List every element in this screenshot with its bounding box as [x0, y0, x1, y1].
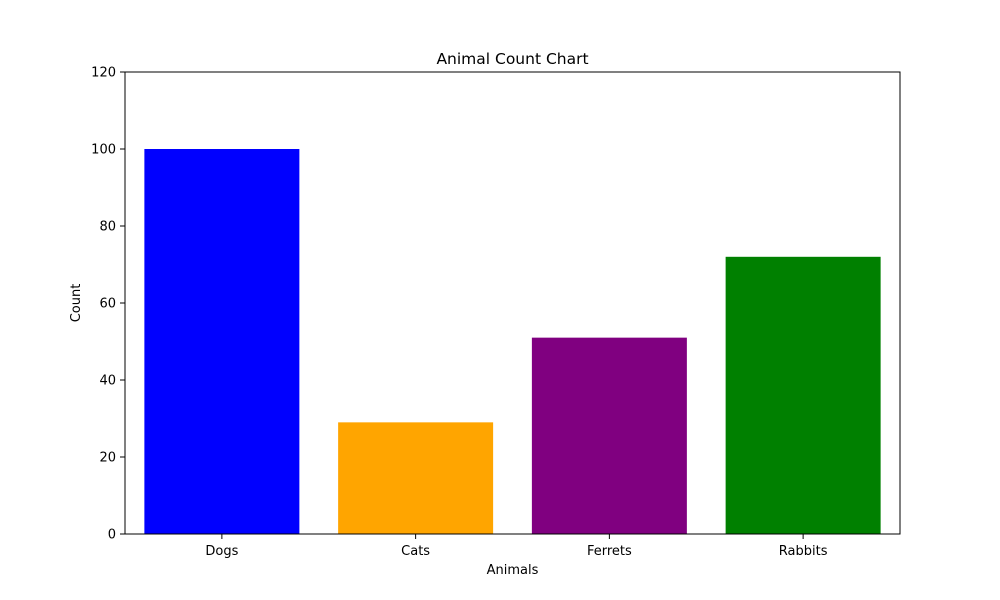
- bar-cats: [338, 422, 494, 534]
- x-tick-label: Ferrets: [587, 544, 632, 559]
- y-tick-label: 20: [99, 451, 116, 466]
- y-tick-label: 40: [99, 374, 116, 389]
- bar-dogs: [144, 149, 300, 534]
- bar-ferrets: [531, 337, 687, 534]
- x-tick-label: Rabbits: [779, 544, 828, 559]
- y-axis: 0 20 40 60 80 100 120: [91, 66, 125, 543]
- y-tick-label: 0: [108, 528, 116, 543]
- y-tick-label: 100: [91, 143, 116, 158]
- x-axis: Dogs Cats Ferrets Rabbits: [205, 534, 828, 559]
- bars: [144, 149, 881, 534]
- y-tick-label: 120: [91, 66, 116, 81]
- x-tick-label: Dogs: [205, 544, 238, 559]
- chart-title: Animal Count Chart: [436, 50, 588, 68]
- y-tick-label: 80: [99, 220, 116, 235]
- x-tick-label: Cats: [401, 544, 430, 559]
- plot-frame: [124, 71, 901, 535]
- y-axis-label: Count: [69, 284, 84, 323]
- y-tick-label: 60: [99, 297, 116, 312]
- bar-rabbits: [725, 256, 881, 534]
- x-axis-label: Animals: [487, 563, 539, 578]
